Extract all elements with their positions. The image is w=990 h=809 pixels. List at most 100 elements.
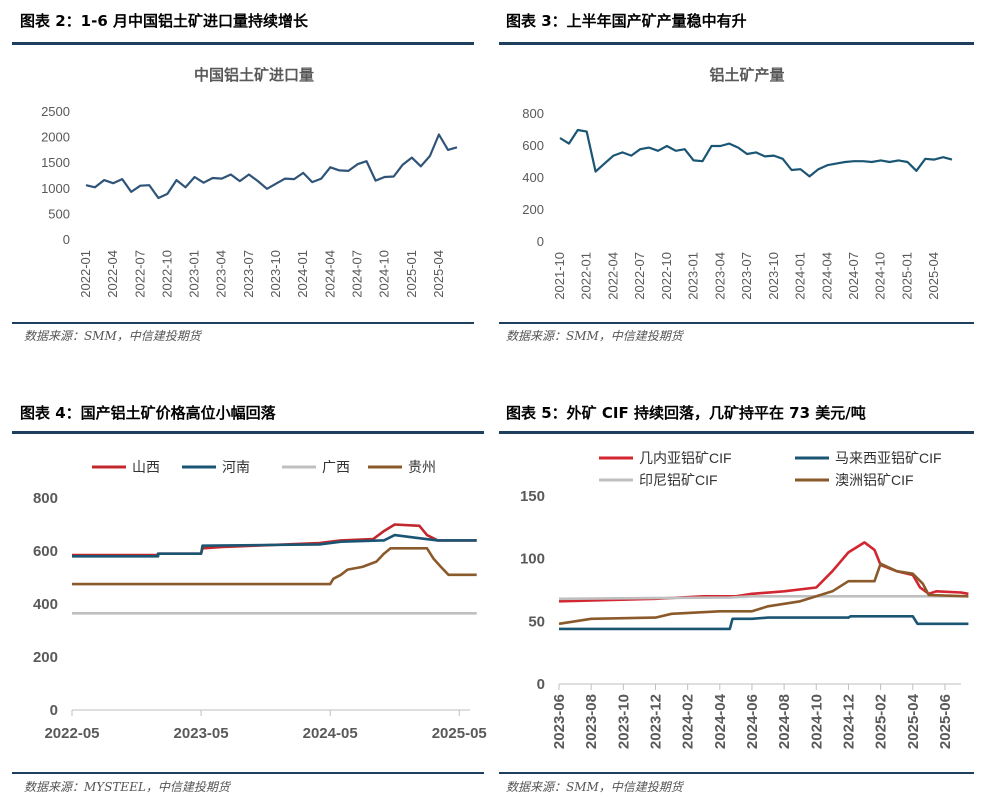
x-tick-label: 2025-06 [937,694,954,749]
x-tick-label: 2022-07 [632,252,647,300]
y-tick-label: 0 [537,676,545,693]
x-tick-label: 2024-01 [295,250,310,298]
bottom-rule [499,772,974,774]
series-line [72,523,477,557]
x-tick-label: 2023-10 [766,252,781,300]
y-tick-label: 800 [522,106,544,121]
x-tick-label: 2025-02 [873,694,890,749]
x-tick-label: 2023-07 [739,252,754,300]
y-tick-label: 2000 [41,130,70,145]
figure-title: 图表 4：国产铝土矿价格高位小幅回落 [20,404,276,422]
y-tick-label: 600 [522,138,544,153]
chart-bauxite-output: 铝土矿产量 0 200 400 600 800 2021-10 2022-01 2022-04 2… [522,66,953,300]
figure-title: 图表 3：上半年国产矿产量稳中有升 [506,12,747,30]
x-tick-label: 2024-07 [846,252,861,300]
x-tick-label: 2022-05 [44,725,99,742]
chart-title: 铝土矿产量 [709,66,784,84]
legend-label: 澳洲铝矿CIF [835,472,914,488]
x-tick-label: 2024-06 [744,694,761,749]
source-note: 数据来源：SMM，中信建投期货 [506,780,683,794]
chart-import-volume: 中国铝土矿进口量 0 500 1000 1500 2000 2500 2022-01 2022-… [41,66,458,298]
source-note: 数据来源：SMM，中信建投期货 [506,329,683,343]
series-line [72,547,477,586]
x-tick-label: 2023-08 [583,694,600,749]
x-tick-label: 2023-01 [187,250,202,298]
x-tick-label: 2024-10 [377,250,392,298]
legend-label: 印尼铝矿CIF [639,472,718,488]
y-tick-label: 400 [33,596,58,613]
x-tick-label: 2024-05 [303,725,358,742]
series-line [559,128,953,178]
legend-label: 河南 [222,459,250,475]
legend-label: 广西 [322,459,350,475]
source-note: 数据来源：SMM，中信建投期货 [24,329,201,343]
x-tick-label: 2024-07 [349,250,364,298]
x-tick-label: 2023-06 [551,694,568,749]
bottom-rule [499,322,974,324]
x-tick-label: 2024-04 [712,693,729,749]
y-tick-label: 0 [50,702,58,719]
y-tick-label: 100 [520,551,545,568]
x-tick-label: 2025-01 [404,250,419,298]
y-tick-label: 800 [33,490,58,507]
series-line [558,595,969,601]
x-tick-label: 2024-10 [873,252,888,300]
series-line [559,615,969,631]
x-tick-label: 2023-12 [647,694,664,749]
legend-label: 贵州 [408,459,436,475]
x-tick-label: 2025-04 [431,250,446,298]
x-tick-label: 2023-10 [268,250,283,298]
title-rule [12,431,484,434]
y-tick-label: 400 [522,170,544,185]
series-line [85,133,458,200]
x-tick-label: 2022-04 [105,250,120,298]
panel-fig2: 图表 2：1-6 月中国铝土矿进口量持续增长 [20,10,475,350]
y-tick-label: 50 [528,613,545,630]
y-tick-label: 600 [33,543,58,560]
x-tick-label: 2023-04 [712,252,727,300]
x-tick-label: 2024-01 [793,252,808,300]
bottom-rule [12,322,474,324]
x-tick-label: 2023-05 [174,725,229,742]
y-tick-label: 0 [537,234,544,249]
x-tick-label: 2021-10 [552,252,567,300]
source-note: 数据来源：MYSTEEL，中信建投期货 [24,780,230,794]
figure-title: 图表 5：外矿 CIF 持续回落，几矿持平在 73 美元/吨 [506,404,866,422]
x-tick-label: 2025-01 [899,252,914,300]
x-tick-label: 2024-02 [680,694,697,749]
x-tick-label: 2022-01 [78,250,93,298]
panel-fig3: 图表 3：上半年国产矿产量稳中有升 [506,10,976,350]
x-tick-label: 2022-10 [659,252,674,300]
chart-title: 中国铝土矿进口量 [194,66,314,84]
chart-domestic-price: 山西 河南 广西 贵州 0 200 400 600 800 2022-05 2023-05 2024-… [33,459,487,742]
title-rule [499,42,974,45]
legend-label: 山西 [132,459,160,475]
x-tick-label: 2023-07 [241,250,256,298]
legend-label: 马来西亚铝矿CIF [835,450,942,466]
x-tick-label: 2023-04 [214,250,229,298]
x-tick-label: 2024-04 [819,252,834,300]
x-tick-label: 2022-04 [605,252,620,300]
x-tick-label: 2024-12 [840,694,857,749]
title-rule [12,42,474,45]
series-line [72,533,477,558]
x-tick-label: 2025-04 [905,693,922,749]
title-rule [499,431,974,434]
figure-title: 图表 2：1-6 月中国铝土矿进口量持续增长 [20,12,308,30]
chart-imported-cif: 几内亚铝矿CIF 马来西亚铝矿CIF 印尼铝矿CIF 澳洲铝矿CIF 0 50 100 150… [520,450,969,749]
y-tick-label: 2500 [41,104,70,119]
x-tick-label: 2024-08 [776,694,793,749]
y-tick-label: 500 [48,206,70,221]
x-tick-label: 2022-07 [132,250,147,298]
y-tick-label: 1000 [41,181,70,196]
y-tick-label: 200 [522,202,544,217]
y-tick-label: 1500 [41,155,70,170]
bottom-rule [12,772,484,774]
legend-label: 几内亚铝矿CIF [639,450,732,466]
y-tick-label: 200 [33,649,58,666]
x-tick-label: 2025-05 [432,725,487,742]
x-tick-label: 2024-10 [808,694,825,749]
x-tick-label: 2023-01 [686,252,701,300]
y-tick-label: 150 [520,488,545,505]
series-line [558,562,969,626]
